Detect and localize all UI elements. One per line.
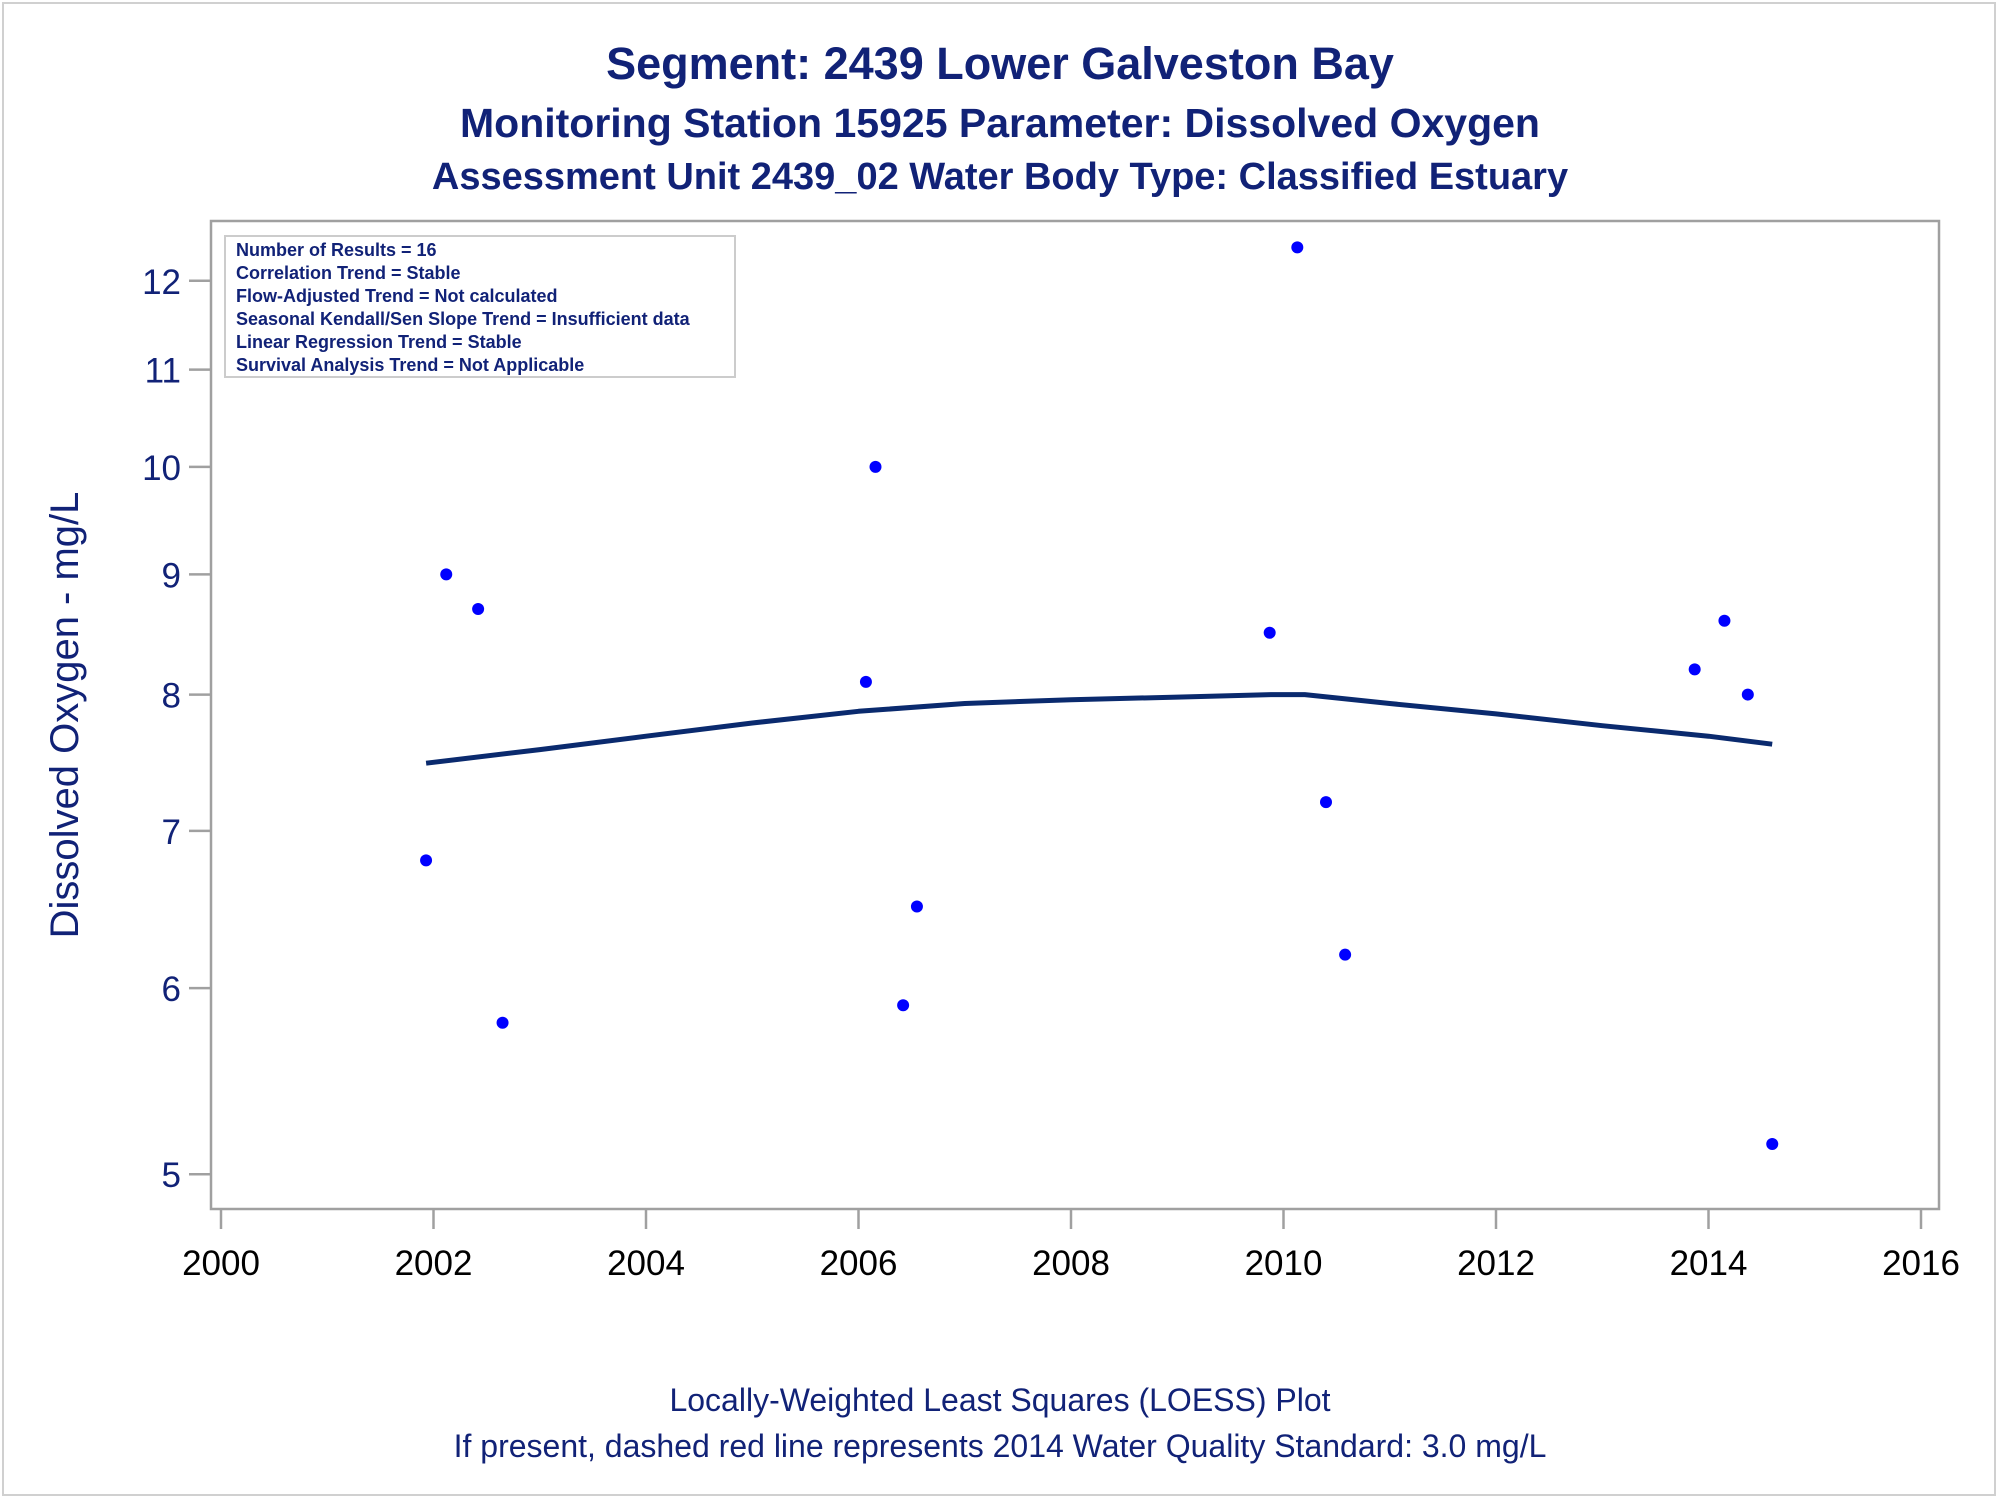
x-tick-label: 2012 — [1457, 1244, 1535, 1283]
x-tick-label: 2004 — [607, 1244, 685, 1283]
x-tick-label: 2002 — [395, 1244, 473, 1283]
x-axis: 2000 2002 2004 2006 2008 2010 2012 2014 2016 — [182, 1209, 1960, 1283]
data-point — [1718, 614, 1731, 627]
data-point — [1688, 663, 1701, 676]
y-tick-label: 9 — [162, 556, 181, 595]
trend-info-line: Seasonal Kendall/Sen Slope Trend = Insuf… — [236, 309, 691, 329]
trend-info-line: Correlation Trend = Stable — [236, 263, 461, 283]
data-point — [1741, 688, 1754, 701]
chart-subtitle-assessment-unit: Assessment Unit 2439_02 Water Body Type:… — [431, 156, 1569, 198]
y-tick-label: 6 — [162, 970, 181, 1009]
chart-subtitle-station: Monitoring Station 15925 Parameter: Diss… — [460, 100, 1540, 146]
y-tick-label: 7 — [162, 813, 181, 852]
trend-info-line: Flow-Adjusted Trend = Not calculated — [236, 286, 558, 306]
trend-info-box-border — [224, 235, 736, 378]
x-tick-label: 2014 — [1670, 1244, 1748, 1283]
x-tick-label: 2006 — [820, 1244, 898, 1283]
data-point — [1339, 948, 1352, 961]
x-tick-label: 2000 — [182, 1244, 260, 1283]
data-point — [440, 568, 453, 581]
loess-series — [425, 692, 1773, 766]
y-tick-label: 11 — [145, 352, 181, 391]
data-point — [869, 460, 882, 473]
data-point — [859, 675, 872, 688]
data-point — [420, 854, 433, 867]
data-point — [897, 999, 910, 1012]
chart-title: Segment: 2439 Lower Galveston Bay — [606, 38, 1394, 89]
data-point — [1263, 626, 1276, 639]
y-axis: 5 6 7 8 9 10 11 12 — [142, 263, 211, 1195]
data-point — [1766, 1138, 1779, 1151]
trend-info-line: Survival Analysis Trend = Not Applicable — [236, 355, 584, 375]
footnote-standard: If present, dashed red line represents 2… — [453, 1428, 1547, 1464]
trend-info-line: Linear Regression Trend = Stable — [236, 332, 522, 352]
x-tick-label: 2008 — [1032, 1244, 1110, 1283]
data-point — [1320, 796, 1332, 809]
data-point — [496, 1016, 509, 1029]
x-tick-label: 2016 — [1882, 1244, 1960, 1283]
y-tick-label: 10 — [142, 449, 181, 488]
loess-line — [425, 692, 1773, 766]
y-tick-label: 8 — [162, 677, 181, 716]
trend-info-box: Number of Results = 16 Correlation Trend … — [224, 235, 736, 378]
trend-info-line: Number of Results = 16 — [236, 240, 437, 260]
plot-area — [209, 219, 1941, 1211]
data-point — [472, 602, 485, 615]
y-tick-label: 12 — [142, 263, 181, 302]
data-point — [1291, 241, 1304, 254]
y-axis-label: Dissolved Oxygen - mg/L — [43, 492, 87, 939]
data-point — [910, 900, 923, 913]
footnote-loess: Locally-Weighted Least Squares (LOESS) P… — [669, 1382, 1331, 1418]
x-tick-label: 2010 — [1245, 1244, 1323, 1283]
y-tick-label: 5 — [162, 1156, 181, 1195]
observation-points — [420, 241, 1779, 1151]
